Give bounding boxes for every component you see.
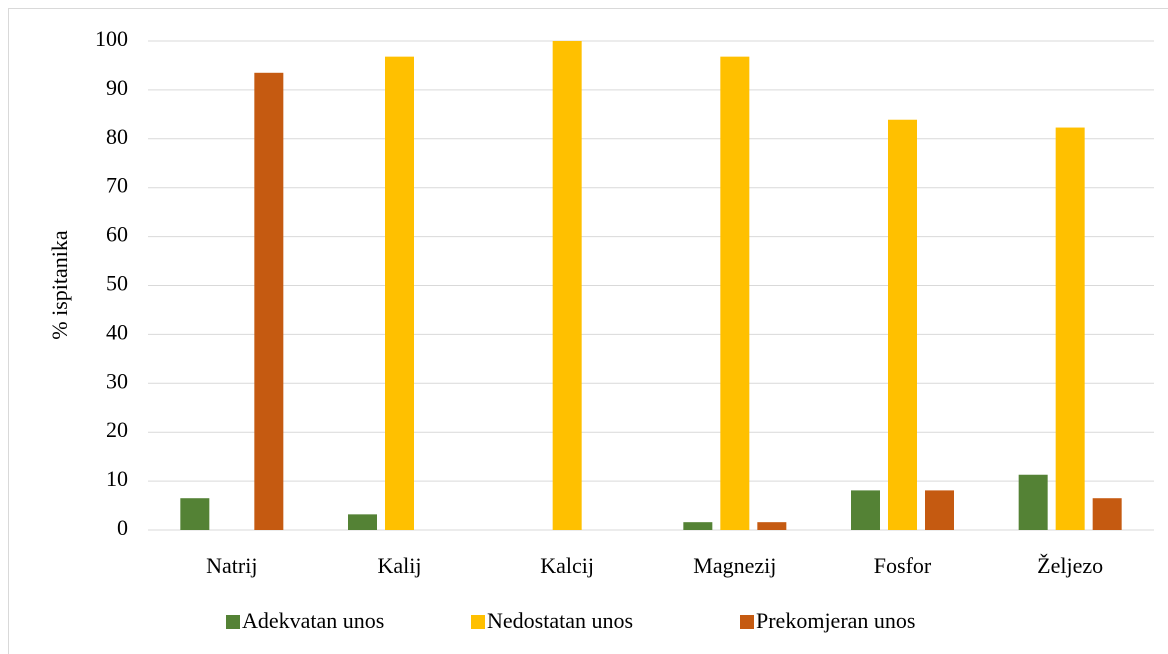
x-tick-label: Fosfor — [874, 553, 932, 578]
y-tick-label: 90 — [106, 75, 128, 100]
bar — [1092, 498, 1122, 530]
y-tick-label: 70 — [106, 173, 128, 198]
x-tick-label: Kalcij — [540, 553, 594, 578]
bar — [552, 41, 582, 530]
legend-swatch — [226, 615, 240, 629]
bar — [851, 490, 880, 530]
y-tick-label: 40 — [106, 319, 128, 344]
bar — [888, 119, 917, 530]
bar — [180, 498, 210, 530]
y-tick-label: 60 — [106, 222, 128, 247]
chart-frame — [8, 8, 1168, 654]
y-tick-label: 20 — [106, 417, 128, 442]
bar — [683, 522, 713, 530]
x-tick-label: Željezo — [1037, 553, 1103, 578]
bar — [925, 490, 954, 530]
y-tick-label: 10 — [106, 466, 128, 491]
legend-label: Adekvatan unos — [242, 608, 384, 633]
x-tick-label: Magnezij — [693, 553, 776, 578]
x-tick-label: Natrij — [206, 553, 257, 578]
legend-swatch — [740, 615, 754, 629]
legend-swatch — [471, 615, 485, 629]
x-tick-label: Kalij — [378, 553, 422, 578]
bar — [757, 522, 787, 530]
y-tick-label: 30 — [106, 368, 128, 393]
legend-label: Nedostatan unos — [487, 608, 633, 633]
bar — [254, 72, 284, 530]
y-tick-label: 50 — [106, 271, 128, 296]
y-axis-label: % ispitanika — [47, 230, 72, 340]
bar — [1055, 127, 1085, 530]
legend-label: Prekomjeran unos — [756, 608, 915, 633]
bar — [720, 56, 750, 530]
bar — [1018, 474, 1048, 530]
bar — [385, 56, 414, 530]
bar — [348, 514, 377, 530]
y-tick-label: 0 — [117, 515, 128, 540]
y-tick-label: 80 — [106, 124, 128, 149]
y-tick-label: 100 — [95, 26, 128, 51]
